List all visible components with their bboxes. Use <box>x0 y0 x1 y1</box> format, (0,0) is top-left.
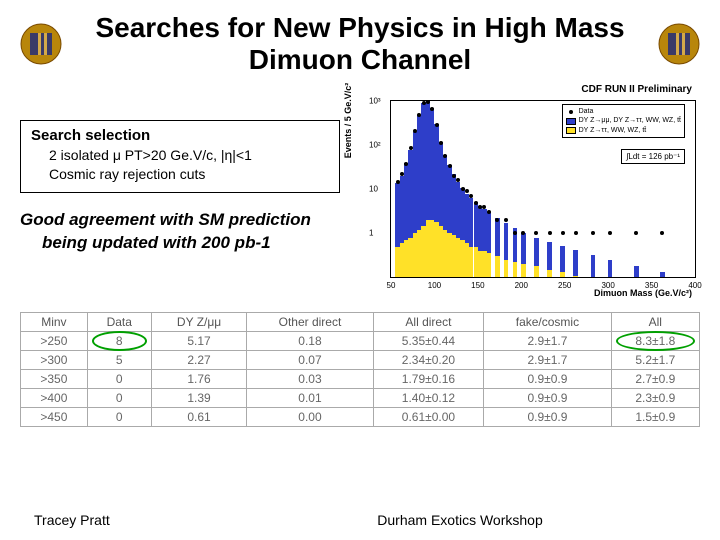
table-cell: 0.03 <box>247 370 373 389</box>
table-cell: 5.2±1.7 <box>611 351 699 370</box>
table-cell: 0.01 <box>247 389 373 408</box>
table-cell: 0.07 <box>247 351 373 370</box>
table-cell: 5 <box>87 351 151 370</box>
footer: Tracey Pratt Durham Exotics Workshop <box>0 512 720 528</box>
legend-row: DY Z→ττ, WW, WZ, tt̄ <box>566 126 681 135</box>
footer-venue: Durham Exotics Workshop <box>234 512 686 528</box>
table-cell: >450 <box>21 408 88 427</box>
table-header: DY Z/μμ <box>151 313 247 332</box>
table-header: fake/cosmic <box>484 313 611 332</box>
table-cell: 0 <box>87 408 151 427</box>
table-row: >40001.390.011.40±0.120.9±0.92.3±0.9 <box>21 389 700 408</box>
table-row: >45000.610.000.61±0.000.9±0.91.5±0.9 <box>21 408 700 427</box>
legend-row: DY Z→μμ, DY Z→ττ, WW, WZ, tt̄ <box>566 116 681 125</box>
table-cell: >250 <box>21 332 88 351</box>
table-cell: >300 <box>21 351 88 370</box>
chart-xlabel: Dimuon Mass (Ge.V/c²) <box>594 288 692 298</box>
cdf-logo-left <box>20 23 62 65</box>
table-cell: 2.3±0.9 <box>611 389 699 408</box>
table-header: Other direct <box>247 313 373 332</box>
title-row: Searches for New Physics in High Mass Di… <box>20 12 700 76</box>
table-cell: 0.9±0.9 <box>484 408 611 427</box>
table-cell: 2.9±1.7 <box>484 351 611 370</box>
chart-legend: DataDY Z→μμ, DY Z→ττ, WW, WZ, tt̄DY Z→ττ… <box>562 104 685 137</box>
agreement-line2: being updated with 200 pb-1 <box>42 232 340 255</box>
footer-author: Tracey Pratt <box>34 512 234 528</box>
lumi-box: ∫Ldt = 126 pb⁻¹ <box>621 149 685 164</box>
table-cell: 1.76 <box>151 370 247 389</box>
table-cell: >400 <box>21 389 88 408</box>
table-cell: 2.34±0.20 <box>373 351 484 370</box>
chart-ylabel: Events / 5 Ge.V/c² <box>343 83 353 159</box>
table-cell: 0.00 <box>247 408 373 427</box>
selection-line2: Cosmic ray rejection cuts <box>49 165 329 184</box>
cdf-logo-right <box>658 23 700 65</box>
table-cell: 5.35±0.44 <box>373 332 484 351</box>
table-cell: 1.5±0.9 <box>611 408 699 427</box>
agreement-line1: Good agreement with SM prediction <box>20 210 311 229</box>
table-cell: 1.79±0.16 <box>373 370 484 389</box>
table-cell: 1.40±0.12 <box>373 389 484 408</box>
table-cell: 2.7±0.9 <box>611 370 699 389</box>
table-cell: 8.3±1.8 <box>611 332 699 351</box>
table-cell: 0.61±0.00 <box>373 408 484 427</box>
table-header: Minv <box>21 313 88 332</box>
table-cell: 2.27 <box>151 351 247 370</box>
plot-area: DataDY Z→μμ, DY Z→ττ, WW, WZ, tt̄DY Z→ττ… <box>390 100 696 278</box>
dimuon-chart: CDF RUN II Preliminary Events / 5 Ge.V/c… <box>354 86 700 296</box>
table-cell: >350 <box>21 370 88 389</box>
slide-title: Searches for New Physics in High Mass Di… <box>74 12 646 76</box>
table-cell: 0 <box>87 370 151 389</box>
table-header: All <box>611 313 699 332</box>
table-cell: 8 <box>87 332 151 351</box>
table-cell: 0.9±0.9 <box>484 370 611 389</box>
selection-line1: 2 isolated μ PT>20 Ge.V/c, |η|<1 <box>49 146 329 165</box>
table-cell: 2.9±1.7 <box>484 332 611 351</box>
table-row: >35001.760.031.79±0.160.9±0.92.7±0.9 <box>21 370 700 389</box>
legend-row: Data <box>566 107 681 116</box>
table-header: Data <box>87 313 151 332</box>
table-cell: 0.61 <box>151 408 247 427</box>
table-cell: 1.39 <box>151 389 247 408</box>
table-row: >30052.270.072.34±0.202.9±1.75.2±1.7 <box>21 351 700 370</box>
table-header: All direct <box>373 313 484 332</box>
table-cell: 0.9±0.9 <box>484 389 611 408</box>
results-table: MinvDataDY Z/μμOther directAll directfak… <box>20 312 700 427</box>
agreement-text: Good agreement with SM prediction being … <box>20 209 340 255</box>
chart-title: CDF RUN II Preliminary <box>581 84 692 95</box>
table-row: >25085.170.185.35±0.442.9±1.78.3±1.8 <box>21 332 700 351</box>
table-cell: 0.18 <box>247 332 373 351</box>
selection-box: Search selection 2 isolated μ PT>20 Ge.V… <box>20 120 340 193</box>
selection-heading: Search selection <box>31 127 329 144</box>
table-cell: 5.17 <box>151 332 247 351</box>
table-cell: 0 <box>87 389 151 408</box>
